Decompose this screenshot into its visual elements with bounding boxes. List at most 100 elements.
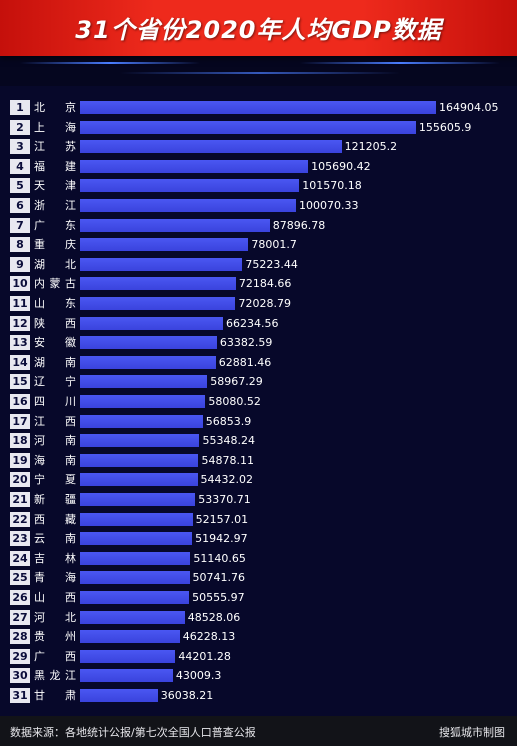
bar: [80, 512, 193, 526]
bar: [80, 199, 297, 212]
value-label: 48528.06: [187, 610, 241, 624]
category-label: 江 西: [34, 414, 76, 428]
category-label: 上 海: [34, 120, 76, 134]
bar: [80, 336, 217, 350]
rank-badge: 22: [10, 511, 30, 527]
bar: [80, 453, 199, 467]
value-label: 50741.76: [192, 571, 246, 585]
bar: [80, 218, 270, 232]
rank-badge: 27: [10, 609, 30, 625]
rank-badge: 31: [10, 688, 30, 703]
footer: 数据来源：各地统计公报/第七次全国人口普查公报 搜狐城市制图: [0, 716, 517, 746]
category-label: 西 藏: [34, 512, 76, 526]
rank-badge: 7: [10, 217, 30, 233]
value-label: 87896.78: [272, 218, 326, 232]
chart-row: 31 甘 肃 36038.21: [0, 686, 517, 706]
value-label: 101570.18: [302, 179, 362, 193]
value-label: 58080.52: [208, 395, 261, 408]
chart-row: 24 吉 林 51140.65: [0, 549, 517, 569]
category-label: 福 建: [34, 159, 76, 173]
rank-badge: 6: [10, 198, 30, 213]
rank-badge: 10: [10, 276, 30, 292]
rank-badge: 20: [10, 472, 30, 488]
category-label: 江 苏: [34, 140, 76, 154]
rank-badge: 4: [10, 158, 30, 174]
bar: [80, 257, 243, 271]
bar: [80, 610, 185, 624]
bar: [80, 551, 191, 565]
bar: [80, 414, 203, 428]
rank-badge: 5: [10, 178, 30, 194]
value-label: 51942.97: [195, 532, 248, 546]
bar: [80, 140, 342, 154]
chart-row: 1 北 京 164904.05: [0, 98, 517, 118]
rank-badge: 24: [10, 550, 30, 566]
category-label: 新 疆: [34, 493, 76, 506]
chart-row: 6 浙 江 100070.33: [0, 196, 517, 216]
category-label: 内蒙古: [34, 277, 76, 291]
rank-badge: 26: [10, 590, 30, 605]
value-label: 52157.01: [195, 512, 249, 526]
category-label: 四 川: [34, 395, 76, 408]
value-label: 78001.7: [251, 238, 297, 252]
chart-row: 19 海 南 54878.11: [0, 451, 517, 471]
rank-badge: 18: [10, 433, 30, 449]
bar: [80, 532, 193, 546]
value-label: 44201.28: [178, 649, 231, 663]
rank-badge: 23: [10, 531, 30, 547]
bar: [80, 591, 190, 604]
value-label: 58967.29: [210, 375, 263, 389]
category-label: 云 南: [34, 532, 76, 546]
rank-badge: 11: [10, 296, 30, 311]
category-label: 陕 西: [34, 316, 76, 330]
category-label: 浙 江: [34, 199, 76, 212]
bar: [80, 434, 200, 448]
decorative-light-streak: [120, 72, 400, 74]
category-label: 宁 夏: [34, 473, 76, 487]
rank-badge: 13: [10, 335, 30, 351]
chart-row: 17 江 西 56853.9: [0, 412, 517, 432]
category-label: 安 徽: [34, 336, 76, 350]
chart-row: 7 广 东 87896.78: [0, 216, 517, 236]
value-label: 105690.42: [311, 159, 371, 173]
chart-row: 12 陕 西 66234.56: [0, 314, 517, 334]
value-label: 72184.66: [238, 277, 292, 291]
bar-chart: 1 北 京 164904.05 2 上 海 155605.9 3 江 苏 121205.2 4 福 …: [0, 98, 517, 710]
chart-row: 23 云 南 51942.97: [0, 529, 517, 549]
category-label: 河 北: [34, 610, 76, 624]
bar: [80, 179, 300, 193]
value-label: 62881.46: [218, 355, 272, 369]
value-label: 43009.3: [175, 669, 222, 683]
chart-row: 28 贵 州 46228.13: [0, 627, 517, 647]
rank-badge: 28: [10, 629, 30, 645]
value-label: 75223.44: [245, 257, 298, 271]
chart-row: 25 青 海 50741.76: [0, 568, 517, 588]
bar: [80, 395, 206, 408]
bar: [80, 375, 208, 389]
category-label: 黑龙江: [34, 669, 76, 683]
title-banner: 31个省份2020年人均GDP数据: [0, 0, 517, 56]
chart-row: 13 安 徽 63382.59: [0, 333, 517, 353]
decorative-light-streak: [300, 62, 500, 64]
bar: [80, 571, 190, 585]
rank-badge: 15: [10, 374, 30, 390]
value-label: 54432.02: [200, 473, 254, 487]
bar: [80, 669, 173, 683]
chart-row: 26 山 西 50555.97: [0, 588, 517, 608]
chart-row: 21 新 疆 53370.71: [0, 490, 517, 510]
value-label: 46228.13: [182, 630, 236, 644]
chart-row: 4 福 建 105690.42: [0, 157, 517, 177]
rank-badge: 16: [10, 394, 30, 409]
value-label: 50555.97: [192, 591, 245, 604]
category-label: 重 庆: [34, 238, 76, 252]
chart-credit: 搜狐城市制图: [439, 726, 505, 739]
chart-row: 8 重 庆 78001.7: [0, 235, 517, 255]
rank-badge: 21: [10, 492, 30, 507]
chart-row: 5 天 津 101570.18: [0, 176, 517, 196]
chart-row: 9 湖 北 75223.44: [0, 255, 517, 275]
bar: [80, 493, 196, 506]
chart-row: 20 宁 夏 54432.02: [0, 470, 517, 490]
rank-badge: 1: [10, 100, 30, 115]
bar: [80, 630, 180, 644]
bar: [80, 238, 249, 252]
